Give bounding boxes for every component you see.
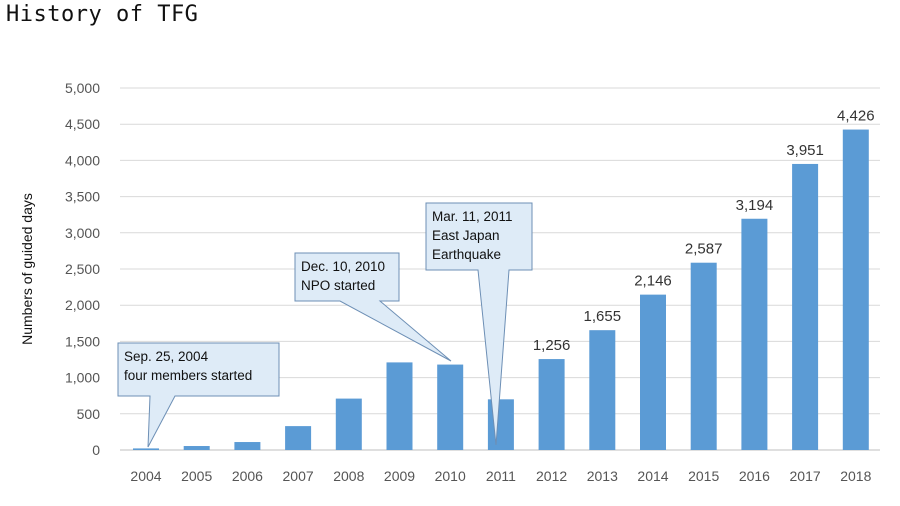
x-tick-label: 2015 [688, 468, 719, 484]
x-tick-label: 2004 [130, 468, 161, 484]
bar [234, 442, 261, 450]
y-tick-label: 3,000 [65, 225, 100, 241]
page-title: History of TFG [6, 2, 199, 27]
callout-text: four members started [124, 368, 252, 383]
x-tick-label: 2017 [790, 468, 821, 484]
data-label: 4,426 [837, 108, 875, 125]
y-tick-label: 3,500 [65, 189, 100, 205]
x-tick-label: 2014 [637, 468, 668, 484]
bar [589, 330, 616, 450]
callout-text: Mar. 11, 2011 [432, 209, 513, 224]
bar [183, 446, 210, 450]
callout-text: Dec. 10, 2010 [301, 259, 385, 274]
data-label: 1,256 [533, 337, 571, 354]
y-tick-label: 1,000 [65, 370, 100, 386]
y-tick-label: 4,000 [65, 152, 100, 168]
callout-text: Sep. 25, 2004 [124, 349, 209, 364]
y-tick-label: 1,500 [65, 333, 100, 349]
x-tick-label: 2011 [486, 468, 516, 484]
bar [133, 448, 159, 450]
callout-text: East Japan [432, 228, 500, 243]
bar [437, 364, 464, 450]
bar [285, 426, 312, 450]
data-label: 2,146 [634, 273, 672, 290]
x-tick-label: 2006 [232, 468, 263, 484]
data-label: 3,951 [786, 142, 824, 159]
y-axis-label: Numbers of guided days [19, 193, 35, 345]
bar [538, 359, 565, 450]
y-tick-label: 0 [92, 442, 100, 458]
y-tick-label: 2,000 [65, 297, 100, 313]
data-label: 2,587 [685, 241, 723, 258]
data-label: 3,194 [736, 197, 774, 214]
bar [690, 262, 717, 450]
x-tick-label: 2010 [435, 468, 466, 484]
x-tick-label: 2008 [333, 468, 364, 484]
y-tick-label: 2,500 [65, 261, 100, 277]
callout-box [425, 202, 533, 446]
callout-text: Earthquake [432, 247, 501, 262]
bar [741, 218, 768, 450]
bar [842, 129, 869, 450]
callout-text: NPO started [301, 278, 375, 293]
bar [792, 163, 819, 450]
x-tick-label: 2013 [587, 468, 618, 484]
bar [386, 362, 413, 450]
callout-box [294, 252, 452, 362]
x-tick-label: 2018 [840, 468, 871, 484]
y-tick-label: 5,000 [65, 80, 100, 96]
y-tick-label: 500 [77, 406, 101, 422]
x-tick-label: 2007 [283, 468, 314, 484]
x-tick-label: 2012 [536, 468, 567, 484]
bar [640, 294, 666, 450]
x-tick-label: 2009 [384, 468, 415, 484]
x-tick-label: 2005 [181, 468, 212, 484]
callout-box [117, 342, 280, 448]
bar [335, 398, 362, 450]
x-tick-label: 2016 [739, 468, 770, 484]
data-label: 1,655 [584, 308, 622, 325]
y-tick-label: 4,500 [65, 116, 100, 132]
